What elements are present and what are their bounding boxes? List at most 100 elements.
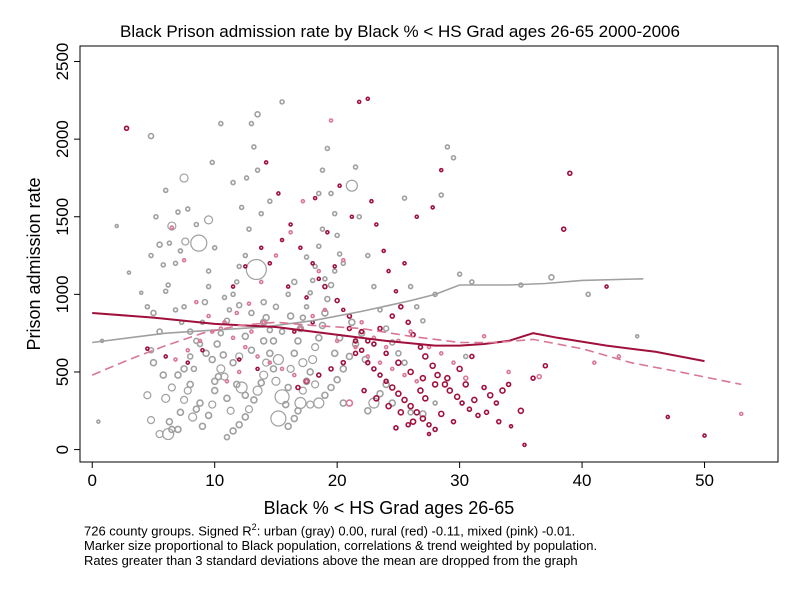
mixed-point: [197, 338, 203, 344]
rural-trend-line: [92, 312, 705, 363]
mixed-point: [536, 373, 543, 380]
urban-point: [284, 383, 292, 392]
urban-point: [177, 248, 184, 254]
mixed-point: [365, 354, 371, 359]
rural-point: [493, 400, 500, 406]
mixed-point: [234, 310, 240, 316]
rural-point: [388, 384, 396, 391]
urban-point: [254, 167, 261, 173]
rural-point: [434, 371, 441, 379]
rural-point: [432, 426, 438, 433]
rural-point: [446, 387, 454, 394]
urban-point: [162, 187, 169, 194]
rural-point: [431, 381, 439, 388]
urban-point: [321, 309, 329, 317]
rural-point: [456, 365, 463, 373]
urban-point: [242, 252, 249, 259]
rural-point: [419, 374, 427, 382]
mixed-point: [261, 319, 266, 325]
rural-point: [373, 395, 380, 402]
urban-point: [331, 268, 338, 274]
rural-point: [381, 248, 386, 254]
urban-point: [204, 411, 213, 420]
mixed-point: [616, 354, 622, 359]
rural-point: [530, 375, 536, 381]
rural-point: [236, 357, 242, 362]
mixed-point: [279, 366, 285, 372]
rural-point: [430, 205, 435, 210]
urban-point: [469, 279, 475, 285]
rural-point: [505, 381, 512, 388]
rural-point: [291, 329, 297, 334]
urban-point: [223, 433, 231, 441]
urban-point: [235, 420, 243, 429]
urban-point: [266, 349, 274, 358]
urban-point: [251, 144, 257, 150]
rural-point: [462, 381, 470, 388]
mixed-point: [316, 268, 322, 274]
rural-point: [267, 261, 273, 266]
urban-point: [162, 427, 175, 441]
urban-point: [245, 258, 267, 281]
rural-point: [522, 442, 527, 448]
urban-point: [413, 303, 420, 310]
urban-point: [356, 213, 363, 220]
urban-point: [352, 164, 359, 170]
mixed-point: [328, 118, 334, 123]
rural-point: [352, 338, 359, 344]
urban-point: [438, 192, 445, 198]
mixed-point: [738, 411, 744, 417]
rural-point: [441, 381, 449, 388]
urban-point: [330, 349, 339, 358]
urban-point: [298, 358, 308, 368]
rural-point: [414, 214, 420, 220]
rural-point: [413, 409, 421, 416]
urban-point: [269, 365, 278, 373]
urban-point: [290, 278, 298, 286]
rural-point: [417, 344, 424, 350]
rural-point: [298, 245, 303, 251]
rural-point: [409, 418, 417, 425]
rural-point: [369, 198, 374, 204]
mixed-point: [169, 225, 175, 230]
urban-point: [270, 410, 287, 427]
urban-point: [401, 195, 408, 201]
urban-point: [114, 223, 120, 229]
note-line-1: 726 county groups. Signed R2: urban (gra…: [84, 520, 597, 538]
urban-point: [126, 270, 132, 275]
urban-point: [382, 325, 390, 332]
urban-point: [208, 400, 217, 409]
urban-point: [345, 352, 354, 361]
rural-point: [398, 303, 404, 310]
urban-point: [213, 340, 221, 348]
urban-point: [226, 406, 235, 415]
mixed-point: [243, 344, 248, 350]
rural-point: [334, 297, 340, 304]
rural-point: [312, 195, 318, 201]
urban-point: [634, 333, 640, 339]
urban-point: [176, 408, 185, 417]
urban-point: [233, 279, 240, 285]
urban-point: [143, 391, 152, 400]
mixed-point: [383, 344, 389, 350]
urban-point: [198, 422, 207, 431]
urban-point: [203, 215, 214, 225]
urban-point: [220, 372, 229, 381]
urban-point: [208, 355, 217, 364]
x-tick-label: 40: [573, 471, 592, 490]
mixed-point: [345, 399, 354, 407]
rural-point: [450, 418, 457, 425]
mixed-point: [291, 372, 297, 378]
urban-point: [419, 410, 427, 418]
urban-point: [219, 351, 228, 359]
urban-point: [254, 110, 261, 118]
urban-point: [244, 405, 254, 414]
rural-point: [604, 284, 609, 289]
urban-point: [319, 226, 326, 232]
urban-point: [328, 190, 334, 197]
urban-point: [450, 154, 457, 161]
rural-point: [407, 368, 414, 376]
urban-point: [172, 260, 179, 267]
urban-point: [250, 396, 258, 404]
rural-point: [383, 350, 389, 357]
